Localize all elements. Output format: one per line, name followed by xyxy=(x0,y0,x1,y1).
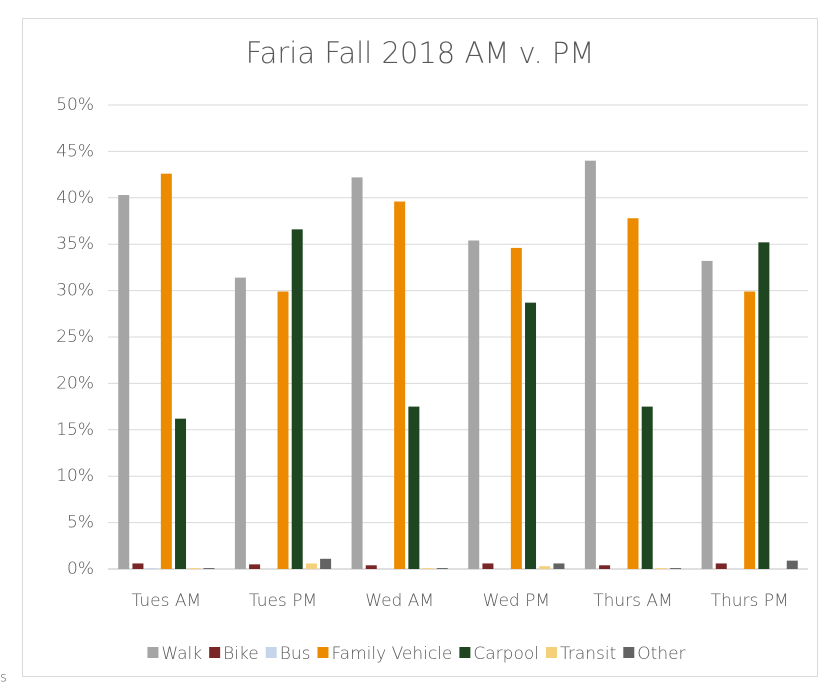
legend-swatch xyxy=(317,647,329,658)
chart-title: Faria Fall 2018 AM v. PM xyxy=(246,36,595,70)
legend-swatch xyxy=(209,647,221,658)
bar xyxy=(655,568,667,569)
y-tick-label: 45% xyxy=(56,141,94,161)
bar xyxy=(394,201,406,569)
bar xyxy=(599,565,611,569)
bar xyxy=(320,558,332,569)
legend-swatch xyxy=(545,647,557,658)
y-tick-label: 20% xyxy=(56,373,94,393)
y-tick-label: 10% xyxy=(56,466,94,486)
y-tick-label: 35% xyxy=(56,234,94,254)
legend-swatch xyxy=(265,647,277,658)
bar xyxy=(351,177,363,569)
bar xyxy=(627,218,639,569)
chart-frame xyxy=(22,18,818,677)
bar xyxy=(422,568,434,569)
bar xyxy=(525,302,537,569)
bar xyxy=(758,242,770,569)
bar xyxy=(641,406,653,569)
bar xyxy=(305,563,317,569)
bar xyxy=(160,173,172,569)
x-tick-label: Wed AM xyxy=(365,591,434,611)
y-tick-label: 5% xyxy=(67,513,94,533)
legend-label: Walk xyxy=(161,644,202,664)
bar xyxy=(510,247,522,570)
legend-swatch xyxy=(147,647,159,658)
x-tick-label: Thurs AM xyxy=(593,591,672,611)
bar xyxy=(744,291,756,569)
y-tick-label: 25% xyxy=(56,327,94,347)
y-tick-label: 0% xyxy=(67,559,94,579)
bar xyxy=(482,563,494,569)
legend-swatch xyxy=(459,647,471,658)
legend-swatch xyxy=(623,647,635,658)
bar xyxy=(468,240,480,569)
y-tick-label: 15% xyxy=(56,420,94,440)
x-tick-label: Tues AM xyxy=(132,591,202,611)
bar xyxy=(670,568,682,569)
legend-label: Carpool xyxy=(473,644,539,664)
bar xyxy=(146,568,158,569)
legend-label: Other xyxy=(637,644,685,664)
bar xyxy=(175,418,187,569)
bar xyxy=(786,560,798,569)
bar xyxy=(291,229,303,570)
y-tick-label: 30% xyxy=(56,281,94,301)
bar xyxy=(584,160,596,569)
bar xyxy=(436,568,448,569)
bar xyxy=(189,568,201,569)
bar xyxy=(701,260,713,569)
edge-text: s xyxy=(0,671,7,685)
legend-label: Family Vehicle xyxy=(331,644,452,664)
legend-label: Transit xyxy=(560,644,616,664)
x-tick-label: Wed PM xyxy=(483,591,550,611)
bar xyxy=(203,568,215,569)
x-tick-label: Thurs PM xyxy=(711,591,789,611)
legend-label: Bike xyxy=(223,644,259,664)
y-tick-label: 50% xyxy=(56,95,94,115)
bar xyxy=(118,195,130,570)
bar xyxy=(234,277,246,569)
bar xyxy=(539,566,551,569)
bar xyxy=(408,406,420,569)
bar xyxy=(715,563,727,569)
bar xyxy=(553,563,565,569)
bar xyxy=(249,564,261,569)
bar xyxy=(365,565,377,569)
y-tick-label: 40% xyxy=(56,188,94,208)
x-tick-label: Tues PM xyxy=(249,591,317,611)
bar xyxy=(277,291,289,569)
legend-label: Bus xyxy=(280,644,311,664)
bar xyxy=(132,563,144,569)
